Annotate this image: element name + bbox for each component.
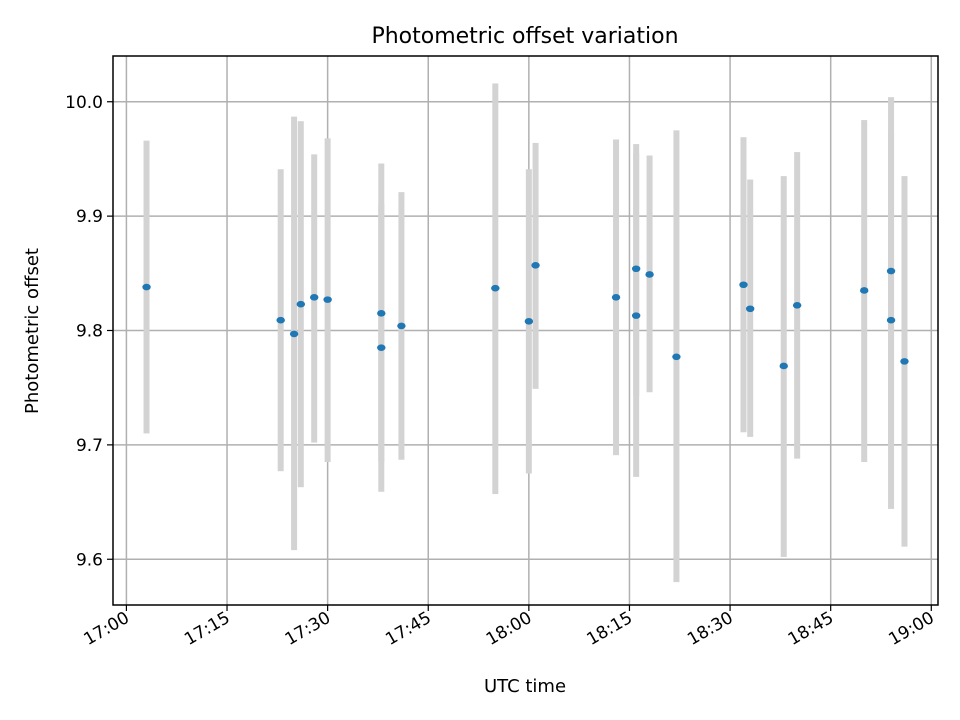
data-point	[289, 330, 299, 338]
data-point	[900, 358, 909, 365]
data-point	[531, 262, 540, 269]
data-point	[886, 267, 896, 275]
data-point	[631, 312, 641, 319]
data-point	[672, 353, 681, 361]
data-point	[276, 316, 285, 324]
data-point	[296, 300, 306, 308]
data-point	[645, 271, 654, 278]
point-layer	[142, 262, 909, 370]
data-point	[323, 296, 332, 303]
error-bar	[633, 153, 640, 396]
y-tick-label: 9.6	[76, 550, 103, 570]
data-point	[142, 283, 151, 291]
data-point	[739, 281, 748, 289]
data-point	[631, 265, 641, 273]
y-tick-label: 9.7	[76, 436, 103, 456]
data-point	[611, 294, 621, 301]
chart-title: Photometric offset variation	[371, 24, 678, 49]
data-point	[377, 310, 386, 317]
y-tick-label: 9.8	[76, 322, 103, 342]
data-point	[310, 294, 319, 301]
data-point	[745, 305, 755, 313]
data-point	[377, 344, 386, 351]
data-point	[524, 318, 534, 325]
y-tick-label: 9.9	[76, 207, 103, 227]
data-point	[792, 302, 802, 309]
data-point	[779, 362, 788, 370]
y-tick-label: 10.0	[65, 93, 103, 113]
data-point	[860, 287, 869, 294]
y-axis-label: Photometric offset	[22, 248, 43, 414]
data-point	[397, 322, 406, 330]
data-point	[491, 284, 500, 292]
data-point	[886, 316, 896, 324]
x-axis-label: UTC time	[484, 676, 566, 697]
